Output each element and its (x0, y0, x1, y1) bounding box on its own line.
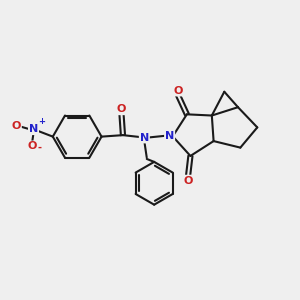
Text: N: N (165, 131, 174, 141)
Text: N: N (29, 124, 38, 134)
Text: +: + (38, 117, 46, 126)
Text: -: - (38, 143, 41, 153)
Text: O: O (117, 104, 126, 114)
Text: N: N (140, 133, 149, 142)
Text: O: O (173, 85, 183, 96)
Text: O: O (183, 176, 193, 186)
Text: O: O (27, 141, 37, 152)
Text: O: O (12, 121, 21, 131)
